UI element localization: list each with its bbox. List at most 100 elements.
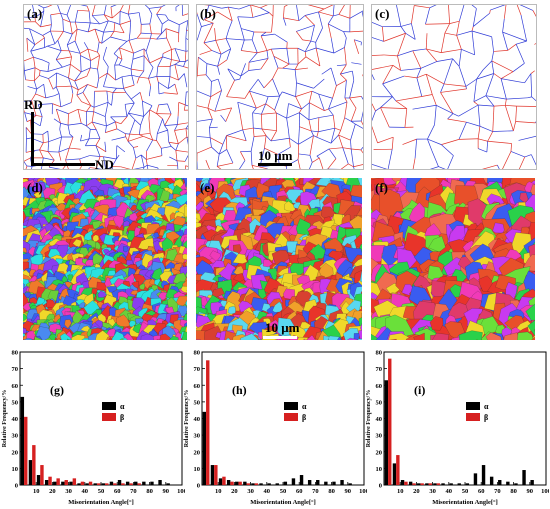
panel-label-e: (e) bbox=[200, 180, 215, 195]
bar-alpha bbox=[473, 473, 478, 485]
x-tick-label: 60 bbox=[478, 488, 485, 495]
bar-alpha bbox=[28, 460, 33, 485]
y-tick-label: 60 bbox=[194, 383, 201, 390]
bar-beta bbox=[40, 465, 44, 485]
plot-frame bbox=[201, 351, 365, 486]
x-tick-label: 70 bbox=[312, 488, 319, 495]
nd-axis-line bbox=[31, 163, 95, 166]
bar-alpha bbox=[514, 483, 518, 485]
panel-label-a: (a) bbox=[27, 6, 43, 21]
y-tick-label: 20 bbox=[194, 449, 201, 456]
gb-map-a bbox=[23, 4, 189, 170]
y-tick-label: 70 bbox=[194, 366, 201, 373]
y-tick-label: 50 bbox=[12, 399, 19, 406]
bar-alpha bbox=[166, 483, 170, 485]
grain-boundaries bbox=[197, 5, 363, 169]
x-tick-label: 10 bbox=[33, 488, 40, 495]
bar-alpha bbox=[506, 481, 510, 485]
bar-alpha bbox=[36, 475, 41, 485]
bar-beta bbox=[24, 416, 28, 485]
x-tick-label: 70 bbox=[130, 488, 137, 495]
legend-label: α bbox=[484, 402, 489, 411]
bar-alpha bbox=[69, 481, 73, 485]
bar-alpha bbox=[259, 483, 263, 485]
plot-frame bbox=[383, 351, 547, 486]
bar-alpha bbox=[498, 480, 502, 485]
bar-beta bbox=[428, 483, 432, 485]
y-tick-label: 60 bbox=[376, 383, 383, 390]
y-axis-label: Relative Frequency/% bbox=[366, 390, 372, 447]
bar-beta bbox=[113, 483, 117, 485]
bar-beta bbox=[32, 445, 36, 485]
x-tick-label: 30 bbox=[65, 488, 72, 495]
y-tick-label: 40 bbox=[376, 416, 383, 423]
y-tick-label: 10 bbox=[376, 466, 383, 473]
legend-swatch bbox=[102, 413, 116, 421]
bar-alpha bbox=[150, 481, 154, 485]
bar-alpha bbox=[44, 480, 49, 485]
scale-bar-label-e: 10 μm bbox=[265, 320, 300, 335]
bar-alpha bbox=[489, 476, 494, 485]
bar-beta bbox=[436, 483, 441, 485]
y-tick-label: 10 bbox=[12, 466, 19, 473]
x-axis-label: Misorientation Angle[°] bbox=[250, 499, 316, 506]
bar-alpha bbox=[307, 480, 312, 485]
gb-map-c bbox=[371, 4, 537, 170]
x-tick-label: 70 bbox=[494, 488, 501, 495]
histogram-h: 0 10 20 30 40 50 60 70 80 10 20 30 40 50 60 70 80 90 100 (h… bbox=[184, 350, 367, 507]
bar-alpha bbox=[235, 481, 239, 485]
x-tick-label: 50 bbox=[98, 488, 105, 495]
scale-bar-e bbox=[263, 336, 297, 339]
bar-alpha bbox=[125, 481, 130, 485]
nd-axis-label: ND bbox=[95, 157, 114, 172]
y-tick-label: 30 bbox=[12, 433, 19, 440]
bar-beta bbox=[96, 483, 101, 485]
histogram-i: 0 10 20 30 40 50 60 70 80 10 20 30 40 50 60 70 80 90 100 (i… bbox=[366, 350, 549, 507]
ipf-grains bbox=[196, 178, 362, 340]
y-tick-label: 50 bbox=[194, 399, 201, 406]
ipf-map-f bbox=[371, 178, 535, 340]
x-tick-label: 50 bbox=[280, 488, 287, 495]
bar-alpha bbox=[218, 478, 223, 485]
bar-alpha bbox=[417, 483, 421, 485]
bar-alpha bbox=[283, 481, 288, 485]
bar-beta bbox=[72, 478, 77, 485]
bar-beta bbox=[105, 483, 109, 485]
x-axis-label: Misorientation Angle[°] bbox=[432, 499, 498, 506]
bar-beta bbox=[222, 476, 226, 485]
bar-beta bbox=[129, 483, 133, 485]
histogram-g: 0 10 20 30 40 50 60 70 80 10 20 30 40 50 60 70 80 90 100 (g… bbox=[2, 350, 185, 507]
bar-beta bbox=[246, 483, 250, 485]
legend-swatch bbox=[284, 402, 298, 410]
bar-alpha bbox=[109, 481, 114, 485]
bar-alpha bbox=[384, 380, 389, 485]
bar-alpha bbox=[291, 478, 296, 485]
y-tick-label: 40 bbox=[194, 416, 201, 423]
bar-alpha bbox=[267, 483, 271, 485]
chart-panel-label: (h) bbox=[232, 383, 247, 397]
bar-beta bbox=[56, 478, 60, 485]
x-tick-label: 10 bbox=[215, 488, 222, 495]
x-tick-label: 80 bbox=[510, 488, 516, 495]
x-tick-label: 40 bbox=[446, 488, 453, 495]
bar-alpha bbox=[101, 483, 106, 485]
legend-swatch bbox=[466, 413, 480, 421]
y-tick-label: 30 bbox=[376, 433, 383, 440]
x-tick-label: 80 bbox=[146, 488, 153, 495]
bar-beta bbox=[206, 360, 210, 485]
y-tick-label: 10 bbox=[194, 466, 201, 473]
grain-boundaries bbox=[372, 5, 536, 169]
y-tick-label: 0 bbox=[15, 483, 18, 490]
bar-beta bbox=[88, 481, 93, 485]
chart-panel-label: (g) bbox=[50, 383, 64, 397]
grain-boundaries bbox=[24, 5, 188, 169]
x-tick-label: 100 bbox=[177, 488, 185, 495]
panel-label-d: (d) bbox=[27, 180, 43, 195]
bar-alpha bbox=[275, 483, 279, 485]
x-tick-label: 60 bbox=[114, 488, 121, 495]
bar-alpha bbox=[465, 483, 470, 485]
bar-alpha bbox=[425, 483, 429, 485]
scale-bar-label-b: 10 μm bbox=[258, 148, 293, 163]
legend-swatch bbox=[466, 402, 480, 410]
y-tick-label: 60 bbox=[12, 383, 19, 390]
